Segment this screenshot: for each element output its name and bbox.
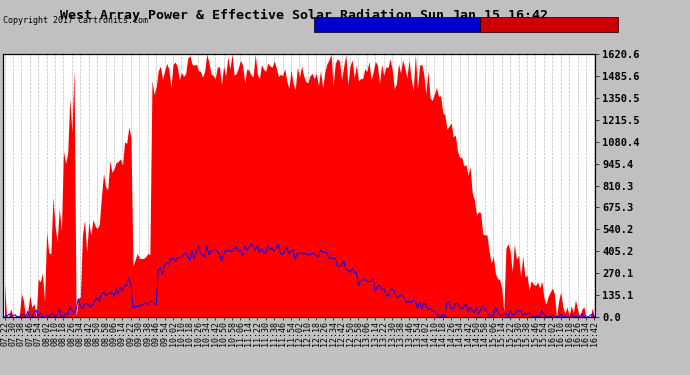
Text: Copyright 2017 Cartronics.com: Copyright 2017 Cartronics.com (3, 16, 148, 25)
Text: West Array Power & Effective Solar Radiation Sun Jan 15 16:42: West Array Power & Effective Solar Radia… (59, 9, 548, 22)
Text: West Array (DC Watts): West Array (DC Watts) (482, 20, 595, 29)
Text: Radiation (Effective w/m2): Radiation (Effective w/m2) (317, 20, 457, 29)
